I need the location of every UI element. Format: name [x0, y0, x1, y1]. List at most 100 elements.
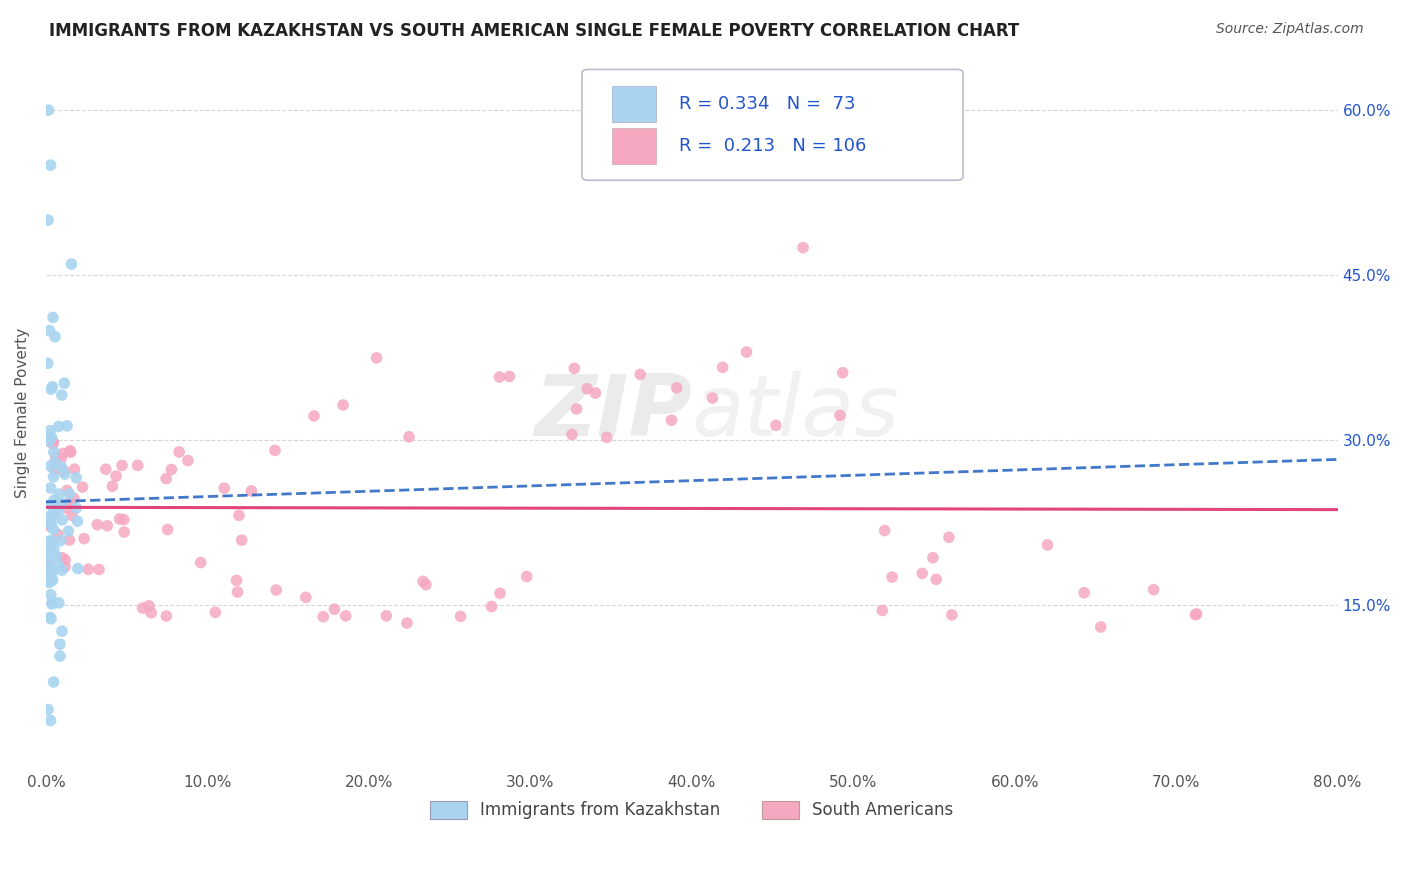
Point — [111, 458, 134, 473]
Point — [516, 569, 538, 583]
Point — [63, 462, 86, 476]
Point — [56, 483, 79, 498]
Point — [1185, 607, 1208, 621]
Point — [58, 487, 80, 501]
Point — [37, 702, 59, 716]
Point — [44, 330, 66, 344]
Point — [450, 609, 472, 624]
Point — [39, 588, 62, 602]
Point — [1184, 607, 1206, 622]
Point — [167, 445, 190, 459]
Point — [735, 345, 758, 359]
Point — [39, 431, 62, 445]
Point — [52, 446, 75, 460]
Point — [302, 409, 325, 423]
Point — [112, 513, 135, 527]
Point — [37, 103, 59, 117]
Point — [42, 493, 65, 508]
Point — [828, 409, 851, 423]
Point — [665, 381, 688, 395]
Point — [922, 550, 945, 565]
Point — [231, 533, 253, 548]
Point — [51, 513, 73, 527]
Point — [41, 430, 63, 444]
Point — [872, 603, 894, 617]
Point — [39, 560, 62, 574]
Point — [51, 624, 73, 639]
Point — [96, 518, 118, 533]
Point — [53, 559, 76, 574]
Point — [37, 518, 59, 533]
Point — [312, 609, 335, 624]
Point — [53, 553, 76, 567]
Text: ZIP: ZIP — [534, 371, 692, 454]
Point — [661, 413, 683, 427]
Point — [190, 556, 212, 570]
Point — [94, 462, 117, 476]
Point — [226, 585, 249, 599]
Point — [45, 457, 67, 471]
Point — [49, 649, 72, 664]
Text: atlas: atlas — [692, 371, 900, 454]
Point — [39, 612, 62, 626]
Point — [375, 608, 398, 623]
Point — [160, 462, 183, 476]
Point — [60, 508, 83, 523]
Point — [41, 380, 63, 394]
Point — [131, 601, 153, 615]
Point — [38, 434, 60, 449]
Point — [127, 458, 149, 473]
Point — [51, 550, 73, 565]
Point — [138, 599, 160, 613]
Point — [65, 500, 87, 515]
Point — [711, 360, 734, 375]
Point — [51, 459, 73, 474]
Point — [1073, 586, 1095, 600]
Point — [561, 427, 583, 442]
Point — [53, 376, 76, 391]
Point — [941, 607, 963, 622]
Point — [66, 561, 89, 575]
Point — [585, 386, 607, 401]
Point — [42, 541, 65, 556]
Point — [108, 512, 131, 526]
Point — [41, 595, 63, 609]
Point — [51, 497, 73, 511]
Point — [48, 502, 70, 516]
Bar — [612, 86, 655, 121]
Point — [335, 608, 357, 623]
Bar — [612, 128, 655, 164]
Point — [53, 467, 76, 482]
Point — [48, 596, 70, 610]
Point — [155, 472, 177, 486]
Point — [39, 714, 62, 728]
Point — [52, 464, 75, 478]
Point — [46, 558, 69, 572]
Point — [264, 443, 287, 458]
Point — [155, 609, 177, 624]
Point — [42, 434, 65, 449]
Point — [39, 516, 62, 531]
Point — [44, 463, 66, 477]
FancyBboxPatch shape — [582, 70, 963, 180]
Point — [792, 241, 814, 255]
Point — [45, 450, 67, 465]
Point — [38, 509, 60, 524]
Point — [415, 577, 437, 591]
Point — [45, 549, 67, 563]
Point — [39, 516, 62, 531]
Point — [938, 530, 960, 544]
Point — [42, 310, 65, 325]
Point — [37, 356, 59, 370]
Point — [44, 500, 66, 514]
Point — [141, 606, 163, 620]
Point — [42, 470, 65, 484]
Point — [831, 366, 853, 380]
Point — [37, 213, 59, 227]
Point — [77, 562, 100, 576]
Point — [264, 582, 287, 597]
Point — [880, 570, 903, 584]
Point — [576, 382, 599, 396]
Point — [225, 574, 247, 588]
Point — [58, 524, 80, 538]
